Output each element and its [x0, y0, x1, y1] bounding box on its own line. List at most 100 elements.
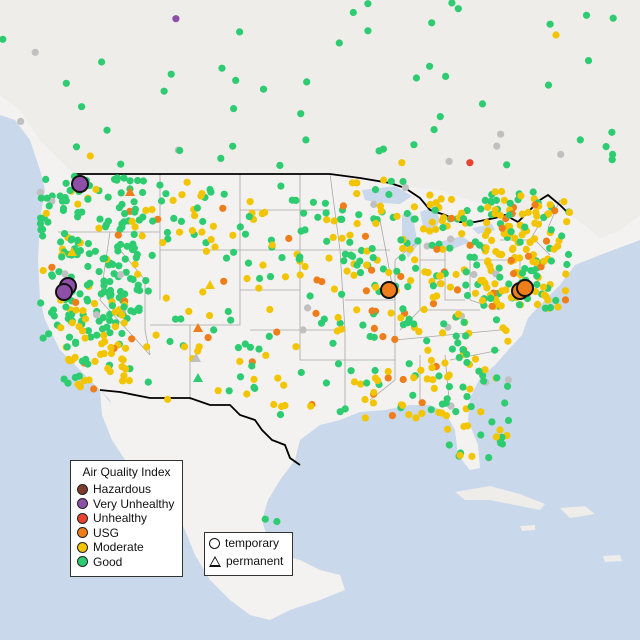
- monitor-dot: [42, 209, 50, 217]
- monitor-dot: [92, 311, 101, 319]
- monitor-dot: [90, 300, 99, 308]
- monitor-dot: [393, 267, 401, 275]
- monitor-dot: [243, 275, 251, 283]
- monitor-dot: [524, 252, 533, 260]
- monitor-dot: [307, 402, 315, 410]
- monitor-dot: [281, 401, 289, 410]
- monitor-dot: [209, 222, 217, 230]
- monitor-dot: [338, 215, 346, 223]
- monitor-dot: [262, 351, 270, 359]
- monitor-dot: [428, 241, 436, 249]
- monitor-dot: [314, 213, 322, 221]
- legend-label: permanent: [226, 554, 284, 568]
- monitor-dot: [217, 154, 225, 162]
- monitor-dot: [445, 157, 453, 165]
- monitor-dot: [103, 126, 111, 134]
- monitor-dot: [134, 176, 142, 185]
- monitor-dot: [372, 219, 380, 227]
- monitor-dot: [120, 319, 128, 327]
- monitor-dot: [509, 270, 518, 278]
- monitor-dot: [487, 294, 495, 302]
- monitor-dot: [338, 290, 346, 298]
- monitor-dot: [303, 78, 311, 86]
- monitor-dot: [551, 207, 559, 215]
- monitor-dot: [550, 245, 558, 253]
- monitor-dot: [429, 282, 437, 290]
- monitor-dot: [230, 248, 238, 256]
- monitor-dot: [429, 293, 437, 301]
- monitor-dot: [128, 217, 136, 226]
- monitor-dot: [385, 190, 393, 199]
- monitor-dot: [371, 374, 379, 382]
- monitor-dot: [152, 331, 160, 339]
- monitor-dot: [131, 223, 139, 231]
- monitor-dot: [78, 357, 86, 365]
- monitor-dot: [65, 333, 74, 341]
- monitor-dot: [246, 343, 254, 351]
- monitor-dot: [393, 212, 401, 220]
- monitor-dot: [361, 395, 369, 404]
- monitor-dot: [452, 408, 460, 416]
- monitor-dot: [530, 267, 538, 275]
- monitor-dot: [521, 223, 529, 231]
- monitor-dot: [544, 81, 553, 89]
- monitor-dot: [524, 208, 532, 216]
- monitor-dot: [80, 377, 88, 385]
- monitor-dot: [537, 263, 545, 271]
- monitor-dot: [75, 372, 83, 380]
- monitor-dot: [91, 247, 99, 255]
- monitor-dot: [167, 70, 175, 78]
- monitor-dot: [437, 272, 445, 280]
- monitor-dot: [545, 210, 553, 218]
- monitor-dot: [478, 296, 487, 305]
- monitor-dot: [95, 224, 103, 232]
- monitor-dot: [493, 374, 501, 382]
- monitor-dot: [323, 237, 331, 245]
- monitor-dot: [343, 267, 351, 275]
- monitor-dot: [322, 379, 330, 387]
- monitor-dot: [534, 220, 543, 228]
- monitor-dot: [466, 159, 474, 167]
- monitor-dot: [497, 130, 505, 138]
- monitor-dot: [288, 196, 296, 204]
- monitor-dot: [492, 316, 501, 324]
- monitor-dot: [515, 301, 524, 309]
- permanent-monitor-marker: [67, 247, 77, 256]
- monitor-dot: [414, 237, 422, 245]
- monitor-dot: [60, 230, 69, 238]
- triangle-icon: [209, 555, 221, 567]
- monitor-dot: [426, 191, 434, 199]
- monitor-dot: [98, 340, 106, 348]
- monitor-dot: [566, 208, 574, 216]
- monitor-dot: [338, 234, 346, 242]
- cuba: [455, 486, 545, 510]
- monitor-dot: [116, 287, 125, 296]
- monitor-dot: [387, 177, 395, 185]
- monitor-dot: [193, 204, 201, 212]
- monitor-dot: [546, 201, 554, 209]
- monitor-dot: [292, 343, 300, 351]
- monitor-dot: [439, 329, 447, 337]
- monitor-dot: [156, 181, 164, 189]
- monitor-dot: [139, 213, 147, 221]
- monitor-dot: [477, 205, 485, 213]
- monitor-dot: [560, 198, 568, 206]
- monitor-dot: [540, 291, 548, 299]
- monitor-dot: [149, 217, 157, 225]
- monitor-dot: [117, 160, 125, 168]
- monitor-dot: [255, 345, 263, 353]
- monitor-dot: [397, 314, 405, 322]
- monitor-dot: [261, 515, 269, 523]
- monitor-dot: [491, 206, 499, 214]
- usg-swatch: [77, 527, 88, 539]
- monitor-dot: [500, 230, 508, 238]
- monitor-dot: [405, 360, 413, 368]
- monitor-dot: [466, 385, 474, 393]
- monitor-dot: [118, 311, 126, 319]
- monitor-dot: [435, 372, 443, 380]
- monitor-dot: [346, 238, 354, 246]
- monitor-dot: [117, 189, 125, 197]
- monitor-dot: [57, 238, 65, 246]
- permanent-monitor-marker: [193, 373, 203, 382]
- monitor-dot: [339, 202, 347, 210]
